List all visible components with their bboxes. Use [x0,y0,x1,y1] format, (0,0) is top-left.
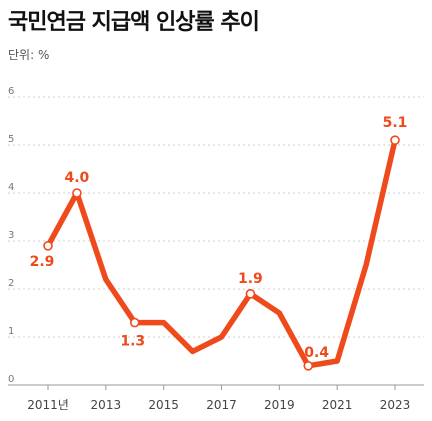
data-label: 5.1 [383,115,408,131]
x-tick-label: 2013 [91,398,122,412]
data-label: 4.0 [65,170,90,186]
y-tick-label: 6 [8,86,14,97]
x-tick-label: 2023 [380,398,411,412]
data-point-marker [245,288,256,299]
series-line [45,137,398,369]
x-tick-label: 2021 [322,398,353,412]
data-label: 1.9 [238,271,263,287]
x-tick-label: 2019 [264,398,295,412]
y-tick-label: 0 [8,374,14,385]
data-label: 2.9 [30,254,55,270]
y-tick-label: 2 [8,278,14,289]
x-tick-label: 2011년 [27,398,69,412]
unit-label: 단위: % [8,48,50,62]
y-tick-label: 5 [8,134,14,145]
data-point-marker [129,317,140,328]
data-point-marker [43,241,53,251]
y-tick-label: 4 [8,182,14,193]
y-tick-label: 1 [8,326,14,337]
x-tick-label: 2015 [148,398,179,412]
chart-title: 국민연금 지급액 인상률 추이 [8,10,260,35]
data-point-marker [390,135,400,145]
data-label: 0.4 [304,345,329,361]
data-point-marker [72,188,82,198]
x-tick-label: 2017 [206,398,237,412]
y-tick-label: 3 [8,230,14,241]
data-point-marker [303,360,314,371]
data-label: 1.3 [120,334,145,350]
